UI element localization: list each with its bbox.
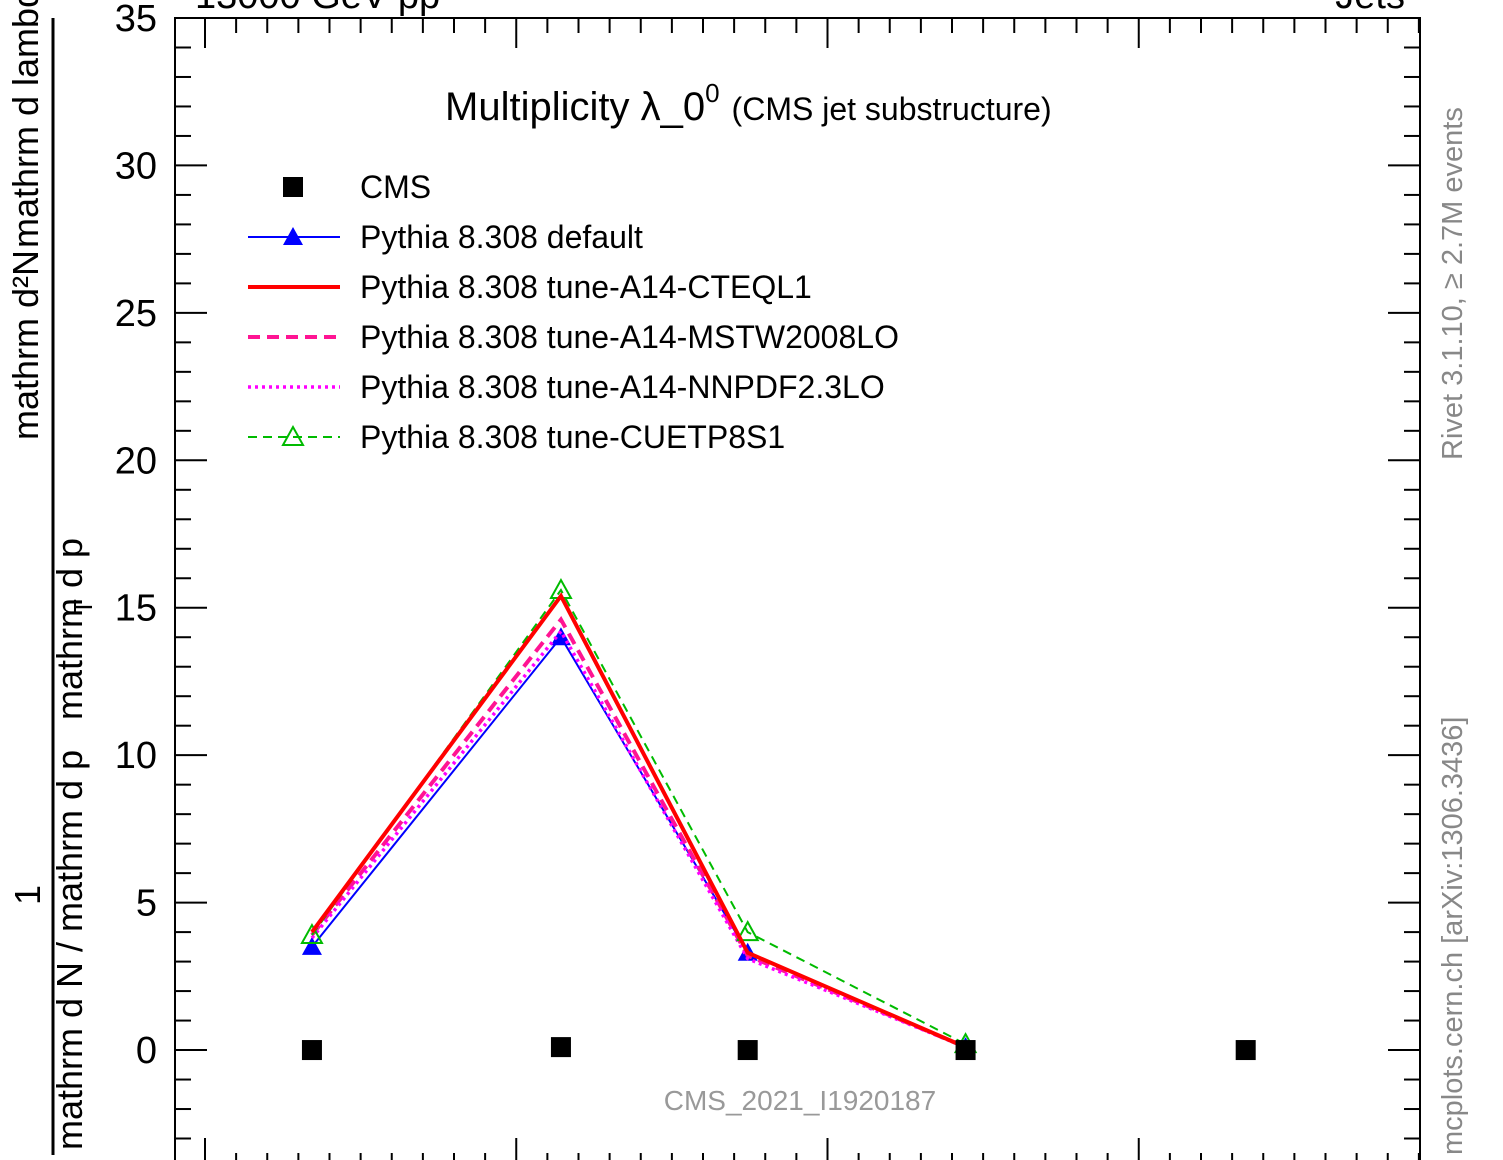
legend-marker-cms xyxy=(283,177,303,197)
y-tick-label: 35 xyxy=(115,0,157,40)
data-point-cms xyxy=(550,1037,571,1058)
legend-label-cteql1: Pythia 8.308 tune-A14-CTEQL1 xyxy=(360,269,812,305)
y-axis-label-part-3: mathrm d²N xyxy=(5,250,46,440)
y-axis-ticks xyxy=(175,17,1420,1140)
legend-item-mstw: Pythia 8.308 tune-A14-MSTW2008LO xyxy=(248,319,899,355)
y-axis-tick-labels: 0 5 10 15 20 25 30 35 xyxy=(115,0,157,1072)
data-point-cms xyxy=(301,1040,322,1061)
series-line-nnpdf xyxy=(310,628,967,1049)
y-axis-label-numerator: 1 xyxy=(7,885,48,905)
y-tick-label: 30 xyxy=(115,145,157,187)
chart-title: Multiplicity λ_00 (CMS jet substructure) xyxy=(445,78,1052,129)
side-label-top: Rivet 3.1.10, ≥ 2.7M events xyxy=(1437,107,1469,460)
legend-label-default: Pythia 8.308 default xyxy=(360,219,643,255)
legend-item-default: Pythia 8.308 default xyxy=(248,219,643,255)
legend-item-cuetp8s1: Pythia 8.308 tune-CUETP8S1 xyxy=(248,419,785,455)
y-axis-label: 1 mathrm d N / mathrm d p mathrm d p T m… xyxy=(5,0,98,1155)
legend: CMS Pythia 8.308 default Pythia 8.308 tune… xyxy=(248,169,899,455)
data-point-cms xyxy=(1235,1040,1256,1061)
legend-label-mstw: Pythia 8.308 tune-A14-MSTW2008LO xyxy=(360,319,899,355)
series-default xyxy=(301,627,976,1056)
series-layer xyxy=(300,577,1256,1061)
data-point-cuetp8s1 xyxy=(300,922,324,945)
series-cms xyxy=(301,1037,1256,1061)
legend-item-cteql1: Pythia 8.308 tune-A14-CTEQL1 xyxy=(248,269,812,305)
y-tick-label: 25 xyxy=(115,293,157,335)
series-nnpdf xyxy=(310,628,967,1049)
y-tick-label: 5 xyxy=(136,883,157,925)
y-tick-label: 20 xyxy=(115,440,157,482)
data-point-cms xyxy=(737,1040,758,1061)
analysis-label: CMS_2021_I1920187 xyxy=(664,1085,936,1116)
legend-marker-default xyxy=(283,227,303,245)
series-cuetp8s1 xyxy=(300,577,978,1054)
series-mstw xyxy=(310,615,967,1049)
top-right-label: Jets xyxy=(1335,0,1405,17)
side-label-bottom: mcplots.cern.ch [arXiv:1306.3436] xyxy=(1437,717,1469,1155)
data-point-default xyxy=(301,936,322,955)
series-line-mstw xyxy=(310,615,967,1049)
chart-title-main: Multiplicity λ_0 xyxy=(445,85,705,129)
chart-title-superscript: 0 xyxy=(705,78,719,108)
plot-frame xyxy=(174,17,1421,1160)
x-axis-ticks xyxy=(204,18,1420,1160)
series-line-default xyxy=(311,635,966,1049)
y-tick-label: 10 xyxy=(115,735,157,777)
y-tick-label: 15 xyxy=(115,588,157,630)
series-line-cteql1 xyxy=(310,592,967,1049)
legend-label-cms: CMS xyxy=(360,169,431,205)
top-left-label: 13000 GeV pp xyxy=(195,0,440,17)
data-point-default xyxy=(550,627,571,646)
legend-item-cms: CMS xyxy=(283,169,431,205)
data-point-cms xyxy=(955,1040,976,1061)
y-axis-label-part-1: mathrm d N / mathrm d p xyxy=(49,750,90,1150)
legend-label-cuetp8s1: Pythia 8.308 tune-CUETP8S1 xyxy=(360,419,785,455)
data-point-cuetp8s1 xyxy=(736,920,760,942)
legend-marker-cuetp8s1 xyxy=(281,424,305,446)
y-axis-label-part-2: mathrm d p xyxy=(49,538,90,720)
chart-title-suffix: (CMS jet substructure) xyxy=(732,91,1052,127)
series-cteql1 xyxy=(310,592,967,1049)
legend-item-nnpdf: Pythia 8.308 tune-A14-NNPDF2.3LO xyxy=(248,369,885,405)
y-tick-label: 0 xyxy=(136,1030,157,1072)
legend-label-nnpdf: Pythia 8.308 tune-A14-NNPDF2.3LO xyxy=(360,369,885,405)
y-axis-label-sub: T xyxy=(68,599,98,615)
y-axis-label-part-4: mathrm d lambda xyxy=(5,0,46,248)
